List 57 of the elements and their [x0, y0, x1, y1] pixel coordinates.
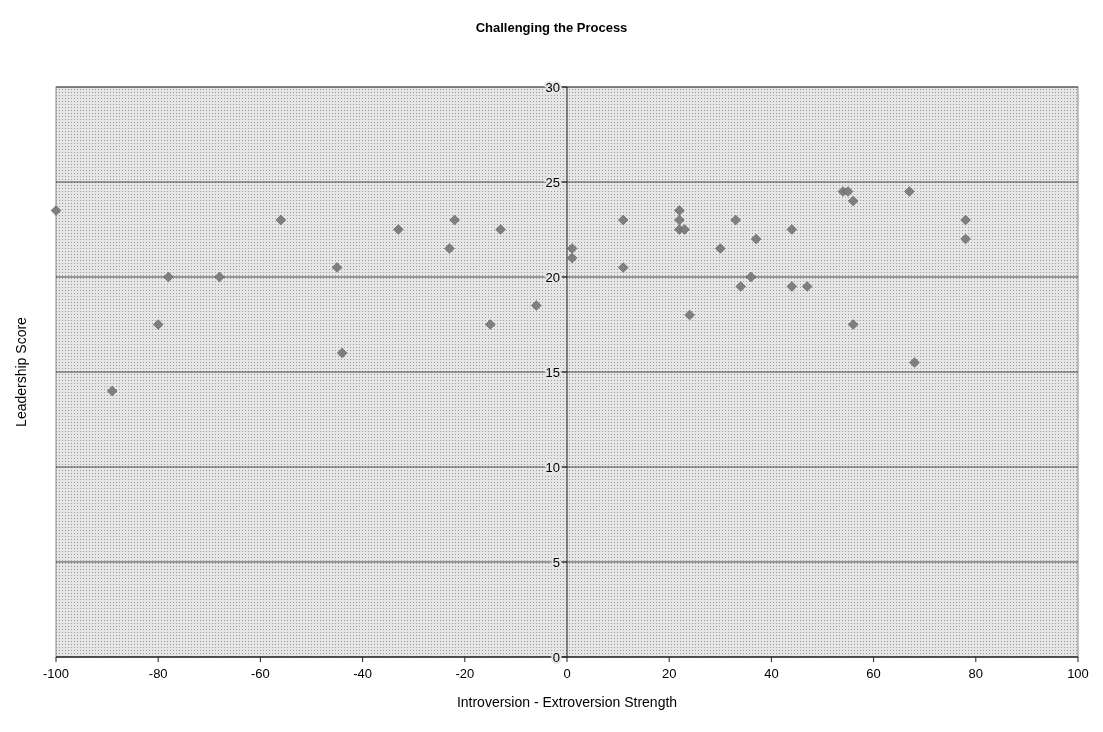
point: [531, 300, 542, 311]
x-tick-label: -80: [148, 666, 168, 681]
point: [444, 243, 455, 254]
point: [735, 281, 746, 292]
x-tick-label: 40: [764, 666, 779, 681]
y-tick-label: 15: [545, 364, 560, 380]
point: [848, 319, 859, 330]
y-tick-label: 20: [545, 269, 560, 285]
x-axis-title: Introversion - Extroversion Strength: [456, 694, 678, 710]
point: [393, 224, 404, 235]
point: [750, 233, 762, 245]
point: [449, 214, 460, 226]
x-tick-label: 100: [1067, 666, 1089, 681]
point: [337, 347, 348, 359]
y-tick-label: 10: [545, 459, 560, 475]
point: [566, 243, 578, 254]
point: [485, 319, 496, 330]
y-tick-label: 5: [552, 554, 560, 570]
point: [618, 262, 629, 273]
point: [904, 186, 915, 197]
x-tick-label: -100: [42, 666, 70, 681]
point: [802, 281, 813, 292]
x-tick-label: 20: [661, 666, 677, 681]
point: [50, 205, 62, 216]
x-tick-label: 0: [563, 666, 571, 681]
point: [618, 214, 629, 226]
point: [566, 252, 578, 264]
x-tick-label: -40: [353, 666, 372, 681]
y-tick-label: 30: [545, 79, 560, 95]
x-tick-label: 80: [968, 666, 984, 681]
chart-title: Challenging the Process: [475, 20, 628, 35]
point: [331, 262, 343, 273]
y-axis-title: Leadership Score: [13, 316, 29, 427]
point: [730, 214, 741, 226]
point: [848, 195, 859, 207]
y-tick-label: 25: [545, 174, 560, 190]
x-tick-label: -20: [455, 666, 475, 681]
point: [153, 319, 164, 330]
point: [684, 309, 695, 321]
point: [842, 186, 854, 197]
point: [960, 214, 971, 226]
point: [495, 224, 506, 235]
x-tick-label: -60: [251, 666, 270, 681]
point: [909, 357, 920, 368]
point: [786, 281, 797, 292]
point: [786, 224, 797, 235]
point: [715, 243, 726, 254]
point: [745, 271, 757, 283]
point: [674, 205, 685, 216]
point: [163, 271, 174, 283]
point: [275, 214, 286, 226]
point: [679, 224, 690, 235]
point: [214, 271, 225, 283]
point: [960, 233, 971, 245]
point: [674, 214, 685, 226]
point: [107, 385, 118, 397]
x-tick-label: 60: [866, 666, 881, 681]
